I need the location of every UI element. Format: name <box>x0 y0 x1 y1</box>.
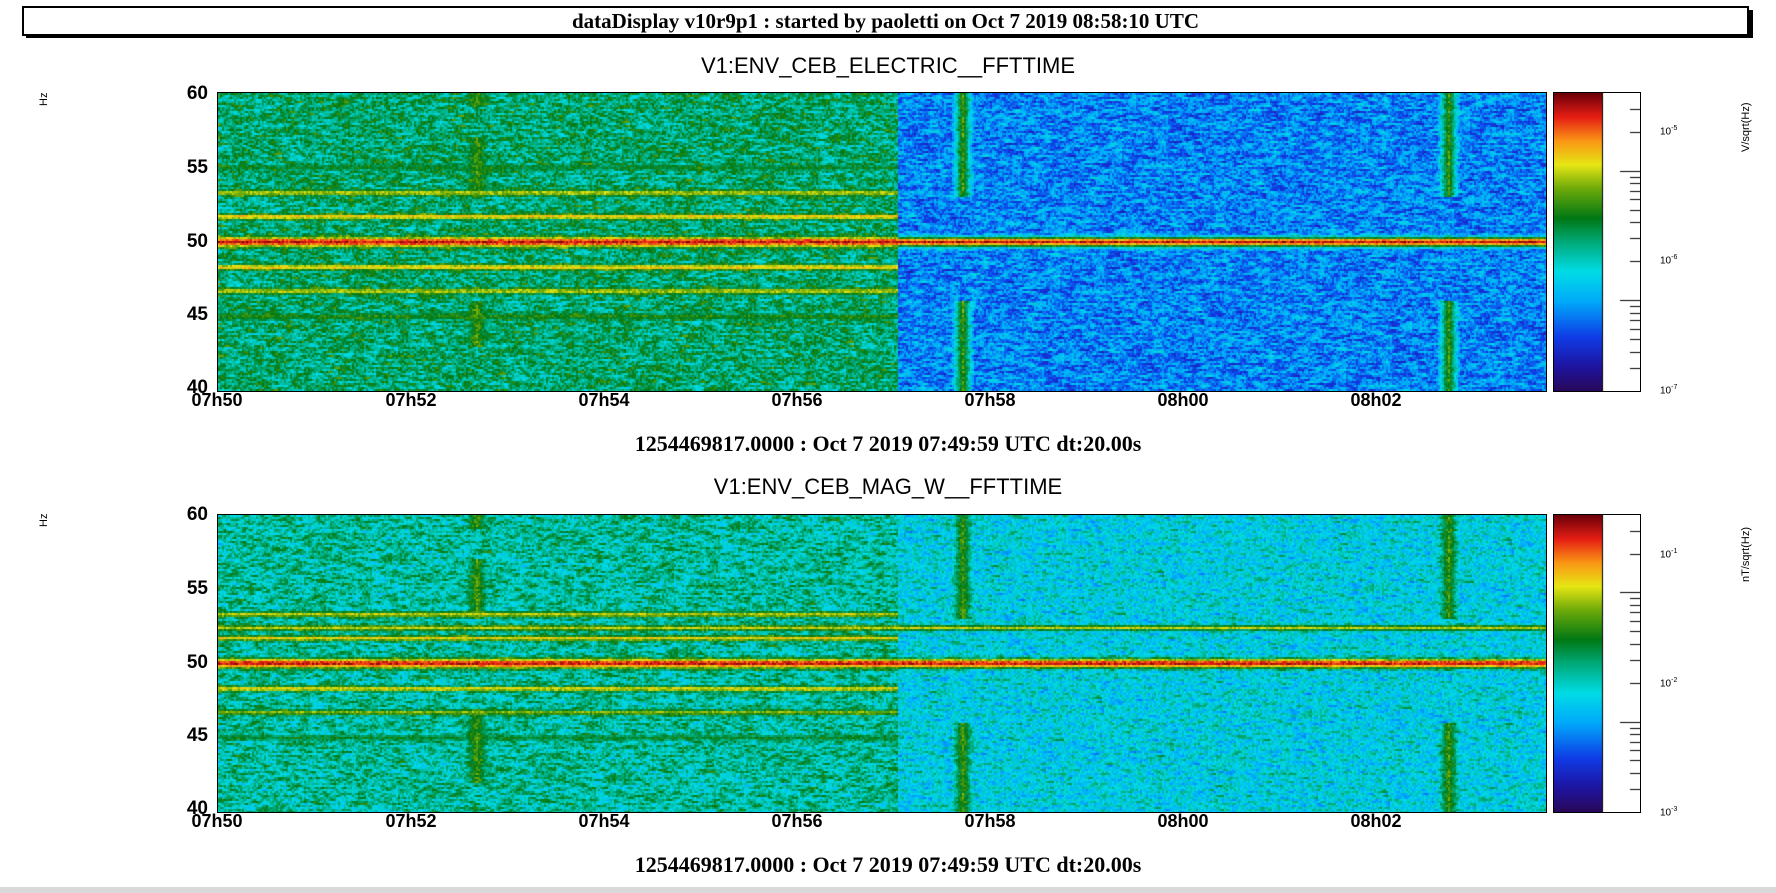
x-tick: 08h00 <box>1157 390 1209 410</box>
z-axis-unit: nT/sqrt(Hz) <box>1740 527 1752 582</box>
colorbar-tick: 10-2 <box>1660 677 1678 690</box>
y-tick: 40 <box>186 377 208 398</box>
x-tick: 07h54 <box>578 811 630 831</box>
x-tick: 08h02 <box>1350 390 1402 410</box>
plot-title: V1:ENV_CEB_ELECTRIC__FFTTIME <box>700 53 1076 78</box>
header: dataDisplay v10r9p1 : started by paolett… <box>22 6 1753 38</box>
y-tick: 40 <box>186 798 208 819</box>
x-tick: 08h02 <box>1350 811 1402 831</box>
colorbar-tick: 10-1 <box>1660 548 1678 561</box>
z-axis-unit: V/sqrt(Hz) <box>1740 102 1752 153</box>
y-axis-unit: Hz <box>38 92 50 106</box>
colorbar-canvas <box>1554 515 1640 812</box>
spectrogram-plot <box>217 514 1547 813</box>
y-tick: 45 <box>186 725 208 746</box>
colorbar-canvas <box>1554 93 1640 391</box>
time-caption: 1254469817.0000 : Oct 7 2019 07:49:59 UT… <box>634 852 1142 877</box>
bottom-rule <box>0 887 1776 893</box>
colorbar <box>1553 92 1641 392</box>
y-tick: 45 <box>186 304 208 325</box>
x-tick: 07h50 <box>191 811 243 831</box>
x-tick: 07h56 <box>771 811 823 831</box>
y-axis-unit: Hz <box>38 513 50 527</box>
spectrogram-canvas <box>218 93 1546 391</box>
y-tick: 50 <box>186 231 208 252</box>
colorbar <box>1553 514 1641 813</box>
x-tick: 08h00 <box>1157 811 1209 831</box>
x-tick: 07h52 <box>385 390 437 410</box>
plot-title: V1:ENV_CEB_MAG_W__FFTTIME <box>713 474 1063 499</box>
x-tick: 07h58 <box>964 811 1016 831</box>
x-tick: 07h58 <box>964 390 1016 410</box>
x-tick: 07h54 <box>578 390 630 410</box>
colorbar-tick: 10-3 <box>1660 806 1678 819</box>
y-tick: 55 <box>186 157 208 178</box>
colorbar-tick: 10-5 <box>1660 125 1678 138</box>
x-tick: 07h52 <box>385 811 437 831</box>
spectrogram-canvas <box>218 515 1546 812</box>
y-tick: 50 <box>186 652 208 673</box>
time-caption: 1254469817.0000 : Oct 7 2019 07:49:59 UT… <box>634 431 1142 456</box>
y-tick: 55 <box>186 578 208 599</box>
y-tick: 60 <box>186 83 208 104</box>
x-tick: 07h56 <box>771 390 823 410</box>
y-tick: 60 <box>186 504 208 525</box>
x-tick: 07h50 <box>191 390 243 410</box>
header-title: dataDisplay v10r9p1 : started by paolett… <box>22 6 1749 36</box>
colorbar-tick: 10-7 <box>1660 384 1678 397</box>
spectrogram-plot <box>217 92 1547 392</box>
colorbar-tick: 10-6 <box>1660 254 1678 267</box>
